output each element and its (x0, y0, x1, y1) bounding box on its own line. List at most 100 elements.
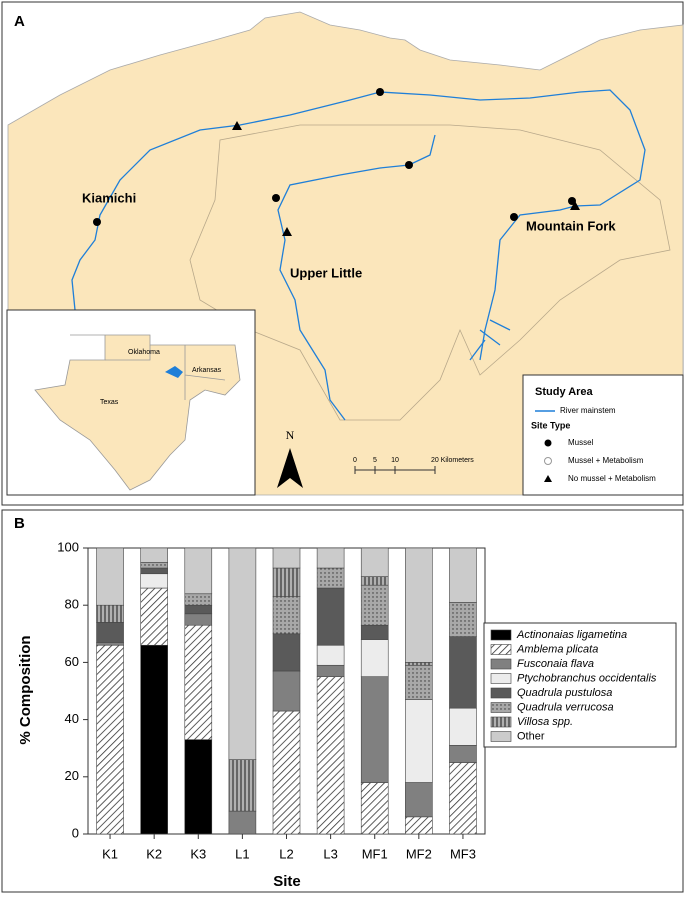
bar-segment (140, 547, 168, 563)
bar-segment (96, 604, 124, 623)
panel-label: A (14, 13, 25, 30)
legend-swatch (490, 702, 512, 713)
bar-segment (272, 596, 301, 635)
legend-swatch (490, 687, 512, 699)
bar-segment (184, 604, 213, 615)
bar-segment (272, 547, 301, 569)
x-tick-label: K1 (102, 846, 118, 861)
legend-label: Mussel (568, 438, 594, 447)
bar-segment (449, 745, 477, 763)
bar-segment (96, 642, 124, 646)
bar-segment (228, 810, 257, 835)
legend-swatch (490, 716, 512, 728)
bar-segment (405, 547, 433, 663)
bar-segment (405, 782, 433, 818)
legend-label: Actinonaias ligametina (516, 629, 627, 641)
x-tick-label: L2 (279, 846, 293, 861)
bar-segment (360, 576, 389, 586)
legend-label: Ptychobranchus occidentalis (517, 672, 657, 684)
legend-label: Quadrula verrucosa (517, 701, 614, 713)
x-tick-label: MF2 (406, 846, 432, 861)
bar-segment (360, 624, 389, 640)
legend-title: Study Area (535, 386, 594, 398)
bar-segment (96, 644, 124, 835)
bar-segment (360, 547, 389, 577)
legend-label: Other (517, 730, 545, 742)
bar-segment (184, 593, 213, 606)
legend-swatch (490, 644, 512, 655)
bar-segment (272, 633, 301, 672)
y-tick-label: 80 (65, 597, 79, 612)
river-label: Upper Little (290, 265, 362, 280)
legend-label: Villosa spp. (517, 716, 573, 728)
bar-segment (184, 739, 213, 835)
river-label: Mountain Fork (526, 218, 616, 233)
x-tick-label: K3 (190, 846, 206, 861)
bar-segment (184, 613, 213, 626)
chart-panel: B % Composition Site 0 20 40 60 80 100 K1 K2 K3 L… (1, 509, 684, 893)
state-label: Texas (100, 399, 119, 406)
legend-swatch (490, 673, 512, 684)
bar-segment (449, 762, 477, 835)
legend-label: No mussel + Metabolism (568, 474, 656, 483)
bar-segment (449, 636, 477, 709)
y-tick-label: 100 (57, 539, 79, 554)
bar-segment (360, 782, 389, 835)
y-axis-label: % Composition (17, 635, 34, 744)
scale-label: 20 Kilometers (431, 457, 474, 464)
legend-label: Fusconaia flava (517, 658, 594, 670)
bar-segment (316, 567, 345, 589)
legend-label: Quadrula pustulosa (517, 687, 612, 699)
x-axis-label: Site (273, 873, 301, 890)
legend-subtitle: Site Type (531, 420, 570, 430)
north-arrow: N (277, 428, 303, 488)
bar-segment (316, 676, 345, 835)
bar-segment (360, 676, 389, 783)
legend-swatch (490, 629, 512, 641)
bar-segment (140, 561, 168, 569)
bar-segment (449, 547, 477, 603)
x-tick-label: L3 (323, 846, 337, 861)
y-tick-label: 0 (72, 825, 79, 840)
river-label: Kiamichi (82, 190, 136, 205)
x-tick-label: L1 (235, 846, 249, 861)
rivers (71, 89, 646, 421)
x-tick-label: MF3 (450, 846, 476, 861)
legend-label: Mussel + Metabolism (568, 456, 644, 465)
bar-segment (184, 624, 213, 740)
bar-segment (96, 547, 124, 606)
legend-swatch (490, 731, 512, 742)
legend-label: River mainstem (560, 406, 616, 415)
panel-label: B (14, 515, 25, 532)
state-label: Oklahoma (128, 349, 160, 356)
state-label: Arkansas (192, 367, 222, 374)
north-label: N (286, 428, 295, 442)
bar-segment (228, 759, 257, 812)
scale-label: 0 (353, 457, 357, 464)
map-legend: Study Area River mainstem Site Type Muss… (522, 374, 684, 496)
scale-label: 5 (373, 457, 377, 464)
legend-label: Amblema plicata (516, 643, 598, 655)
x-tick-label: K2 (146, 846, 162, 861)
bar-segment (272, 567, 301, 597)
y-tick-label: 40 (65, 711, 79, 726)
bar-segment (316, 547, 345, 569)
y-tick-label: 20 (65, 768, 79, 783)
bar-segment (405, 664, 433, 700)
bar-segment (140, 644, 168, 835)
scale-bar: 0 5 10 20 Kilometers (353, 457, 474, 474)
watershed-boundary (189, 124, 671, 421)
bar-segment (316, 587, 345, 646)
bar-segment (96, 622, 124, 643)
bar-segment (272, 670, 301, 712)
bar-segment (316, 664, 345, 678)
legend-swatch (490, 658, 512, 670)
y-tick-label: 60 (65, 654, 79, 669)
bar-segment (228, 547, 257, 760)
bar-segment (405, 699, 433, 783)
bar-segment (140, 573, 168, 589)
inset-map: Oklahoma Arkansas Texas (6, 309, 256, 496)
bar-segment (184, 547, 213, 595)
